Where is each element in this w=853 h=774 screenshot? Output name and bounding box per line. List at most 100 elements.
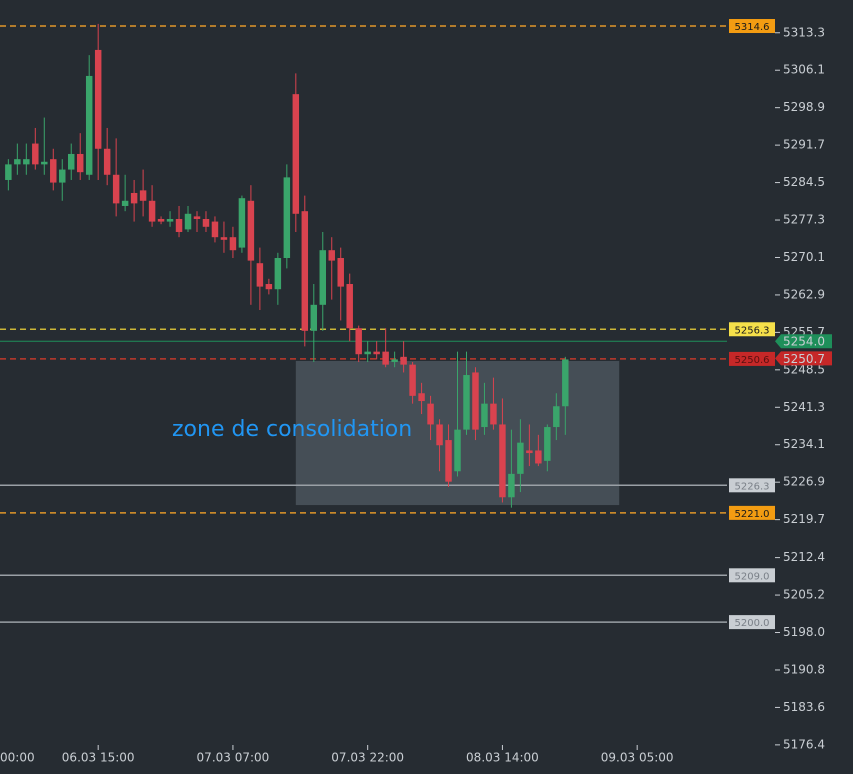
level-label: 5250.6: [735, 355, 770, 366]
x-tick-label: 09.03 05:00: [601, 751, 674, 765]
candle-body: [5, 164, 12, 180]
candle-body: [436, 424, 443, 446]
candle-body: [68, 153, 75, 170]
price-label: 5250.7: [783, 352, 825, 366]
level-label: 5221.0: [735, 509, 770, 520]
candle-body: [121, 200, 129, 206]
candle-body: [454, 429, 461, 472]
candle-body: [427, 403, 434, 425]
candle-body: [337, 258, 344, 287]
candle-body: [14, 159, 21, 165]
candle-body: [76, 153, 84, 173]
level-label: 5200.0: [735, 618, 770, 629]
y-tick-label: 5219.7: [783, 512, 825, 526]
y-tick-label: 5313.3: [783, 25, 825, 39]
candle-body: [85, 75, 93, 175]
candle-body: [274, 258, 282, 290]
price-tag: [775, 334, 832, 349]
candle-body: [229, 237, 237, 251]
level-tag: [729, 478, 775, 493]
x-tick-label: 00:00: [0, 751, 35, 765]
y-tick-label: 5212.4: [783, 550, 825, 564]
zone-label: zone de consolidation: [172, 417, 412, 442]
candle-body: [166, 218, 174, 222]
candle-body: [355, 328, 362, 355]
candle-body: [23, 159, 30, 165]
candle-body: [400, 356, 407, 365]
candle-body: [193, 216, 201, 219]
y-tick-label: 5262.9: [783, 287, 825, 301]
candle-body: [445, 440, 452, 482]
candle-body: [112, 174, 120, 204]
y-tick-label: 5183.6: [783, 700, 825, 714]
candle-body: [301, 211, 309, 331]
candle-body: [499, 424, 506, 498]
tags-layer: 5314.6 5256.3 5250.6 5226.3 5221.0 5209.0 5200…: [729, 19, 832, 630]
candle-body: [41, 161, 48, 165]
candle-body: [319, 250, 326, 305]
x-tick-label: 07.03 22:00: [331, 751, 404, 765]
y-tick-label: 5241.3: [783, 400, 825, 414]
candle-body: [508, 473, 515, 498]
candle-body: [391, 359, 398, 363]
candle-body: [139, 190, 147, 201]
candle-body: [32, 143, 39, 165]
x-tick-label: 08.03 14:00: [466, 751, 539, 765]
level-tag: [729, 568, 775, 583]
level-label: 5314.6: [735, 22, 770, 33]
candles-layer: [5, 23, 569, 508]
level-label: 5209.0: [735, 571, 770, 582]
y-tick-label: 5298.9: [783, 100, 825, 114]
candle-body: [238, 198, 246, 248]
candle-body: [202, 218, 210, 227]
x-tick-label: 07.03 07:00: [197, 751, 270, 765]
x-tick-label: 06.03 15:00: [62, 751, 135, 765]
level-label: 5256.3: [735, 325, 770, 336]
candle-body: [94, 49, 102, 149]
candle-body: [364, 351, 371, 355]
level-tag: [729, 19, 775, 34]
candle-body: [256, 263, 264, 287]
candle-body: [373, 351, 380, 355]
y-tick-label: 5198.0: [783, 625, 825, 639]
y-tick-label: 5234.1: [783, 437, 825, 451]
candle-body: [175, 218, 183, 232]
y-tick-label: 5277.3: [783, 213, 825, 227]
candle-body: [382, 351, 389, 365]
candle-body: [472, 372, 479, 430]
candle-body: [463, 375, 470, 430]
candle-body: [481, 403, 488, 428]
y-tick-label: 5176.4: [783, 737, 825, 751]
price-tag: [775, 351, 832, 366]
candle-body: [535, 450, 542, 464]
candle-body: [526, 450, 533, 454]
candle-body: [409, 364, 416, 396]
y-tick-label: 5226.9: [783, 475, 825, 489]
y-tick-label: 5291.7: [783, 138, 825, 152]
candle-body: [517, 442, 524, 474]
y-tick-label: 5270.1: [783, 250, 825, 264]
candle-body: [59, 169, 66, 183]
axis-layer: 5313.3 5306.1 5298.9 5291.7 5284.5 5277.3 5270…: [0, 25, 825, 764]
y-tick-label: 5248.5: [783, 362, 825, 376]
y-tick-label: 5306.1: [783, 63, 825, 77]
candle-body: [265, 284, 273, 290]
level-tag: [729, 322, 775, 337]
candle-body: [346, 284, 353, 329]
candle-body: [130, 192, 138, 204]
candle-body: [148, 200, 156, 222]
level-tag: [729, 615, 775, 630]
candle-body: [184, 213, 192, 230]
y-tick-label: 5205.2: [783, 588, 825, 602]
candle-body: [50, 159, 57, 183]
candle-body: [562, 359, 569, 407]
candle-body: [292, 94, 300, 214]
candle-body: [157, 218, 165, 222]
candle-body: [418, 393, 425, 402]
y-tick-label: 5190.8: [783, 662, 825, 676]
candle-body: [544, 427, 551, 461]
level-tag: [729, 351, 775, 366]
candle-body: [328, 250, 335, 261]
